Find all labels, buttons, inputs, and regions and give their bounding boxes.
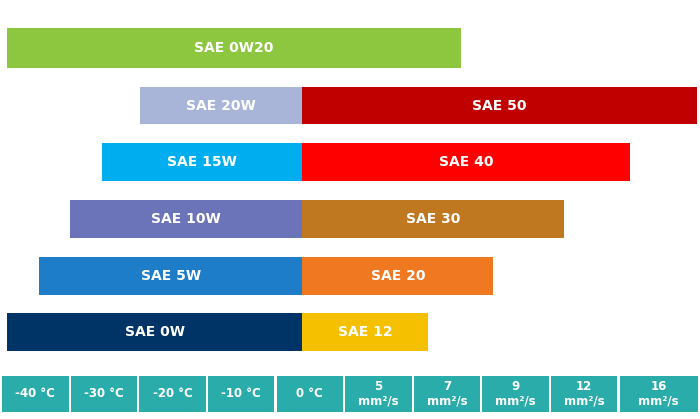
Bar xyxy=(551,376,617,411)
Bar xyxy=(302,200,564,238)
Bar xyxy=(70,200,302,238)
Text: SAE 0W20: SAE 0W20 xyxy=(194,41,274,55)
Bar xyxy=(345,376,412,411)
Bar xyxy=(482,376,549,411)
Bar xyxy=(7,28,461,68)
Text: -10 °C: -10 °C xyxy=(221,387,261,401)
Bar xyxy=(140,87,302,124)
Bar xyxy=(7,313,302,351)
Text: -40 °C: -40 °C xyxy=(15,387,55,401)
Text: SAE 0W: SAE 0W xyxy=(125,325,185,339)
Bar xyxy=(302,143,630,181)
Bar xyxy=(102,143,302,181)
Bar xyxy=(39,257,302,295)
Text: 16
mm²/s: 16 mm²/s xyxy=(638,380,679,408)
Text: 9
mm²/s: 9 mm²/s xyxy=(495,380,536,408)
Text: 5
mm²/s: 5 mm²/s xyxy=(358,380,399,408)
Bar xyxy=(276,376,343,411)
Text: SAE 20: SAE 20 xyxy=(371,269,425,283)
Bar xyxy=(2,376,69,411)
Text: SAE 50: SAE 50 xyxy=(473,98,526,113)
Text: SAE 20W: SAE 20W xyxy=(186,98,256,113)
Text: 0 °C: 0 °C xyxy=(296,387,323,401)
Text: SAE 40: SAE 40 xyxy=(439,155,493,169)
Text: SAE 5W: SAE 5W xyxy=(141,269,201,283)
Bar xyxy=(620,376,698,411)
Text: -20 °C: -20 °C xyxy=(153,387,192,401)
Text: -30 °C: -30 °C xyxy=(84,387,124,401)
Text: 7
mm²/s: 7 mm²/s xyxy=(426,380,468,408)
Bar xyxy=(302,87,696,124)
Bar xyxy=(302,313,428,351)
Text: SAE 15W: SAE 15W xyxy=(167,155,237,169)
Text: 12
mm²/s: 12 mm²/s xyxy=(564,380,605,408)
Text: SAE 12: SAE 12 xyxy=(338,325,393,339)
Text: SAE 30: SAE 30 xyxy=(406,212,460,226)
Text: SAE 10W: SAE 10W xyxy=(151,212,221,226)
Bar xyxy=(414,376,480,411)
Bar xyxy=(139,376,206,411)
Bar xyxy=(71,376,137,411)
Bar xyxy=(302,257,493,295)
Bar xyxy=(208,376,274,411)
